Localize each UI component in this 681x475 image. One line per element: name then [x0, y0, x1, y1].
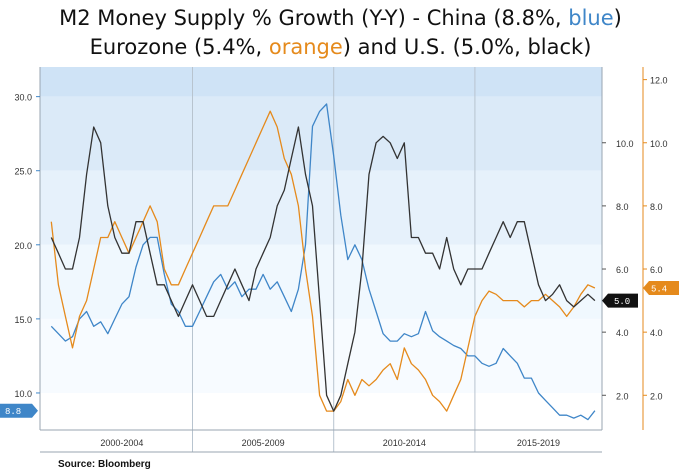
far-right-tick-label: 2.0	[650, 391, 663, 401]
far-right-tick-label: 10.0	[650, 139, 668, 149]
left-tick-label: 25.0	[14, 167, 32, 177]
bg-band-4	[40, 318, 602, 393]
x-group-label: 2015-2019	[517, 438, 560, 448]
series-line-2	[50, 126, 596, 412]
x-group-label: 2010-2014	[383, 438, 426, 448]
chart-title-line2: Eurozone (5.4%, orange) and U.S. (5.0%, …	[89, 35, 592, 59]
left-tick-label: 10.0	[14, 389, 32, 399]
chart-title-line1: M2 Money Supply % Growth (Y-Y) - China (…	[59, 6, 622, 30]
source-note: Source: Bloomberg	[58, 459, 151, 470]
left-tick-label: 15.0	[14, 315, 32, 325]
china-last-label: 8.8	[5, 407, 21, 417]
china-last-badge	[0, 403, 38, 418]
far-right-tick-label: 6.0	[650, 265, 663, 275]
us-last-label: 5.0	[614, 297, 630, 307]
right-tick-label: 6.0	[616, 265, 629, 275]
bg-band-3	[40, 244, 602, 319]
series-line-0	[50, 103, 596, 421]
left-tick-label: 30.0	[14, 93, 32, 103]
right-tick-label: 10.0	[616, 139, 634, 149]
eurozone-last-label: 5.4	[651, 284, 667, 294]
title-orange-word: orange	[268, 35, 343, 59]
x-group-label: 2005-2009	[242, 438, 285, 448]
right-tick-label: 2.0	[616, 391, 629, 401]
right-tick-label: 4.0	[616, 328, 629, 338]
us-last-badge	[602, 293, 638, 308]
bg-band-1	[40, 96, 602, 171]
far-right-tick-label: 4.0	[650, 328, 663, 338]
eurozone-last-badge	[643, 280, 679, 295]
series-line-1	[50, 110, 596, 412]
far-right-tick-label: 12.0	[650, 76, 668, 86]
left-tick-label: 20.0	[14, 241, 32, 251]
bg-band-2	[40, 170, 602, 245]
title-blue-word: blue	[568, 6, 614, 30]
bg-band-0	[40, 67, 602, 97]
far-right-tick-label: 8.0	[650, 202, 663, 212]
right-tick-label: 8.0	[616, 202, 629, 212]
x-group-label: 2000-2004	[100, 438, 143, 448]
